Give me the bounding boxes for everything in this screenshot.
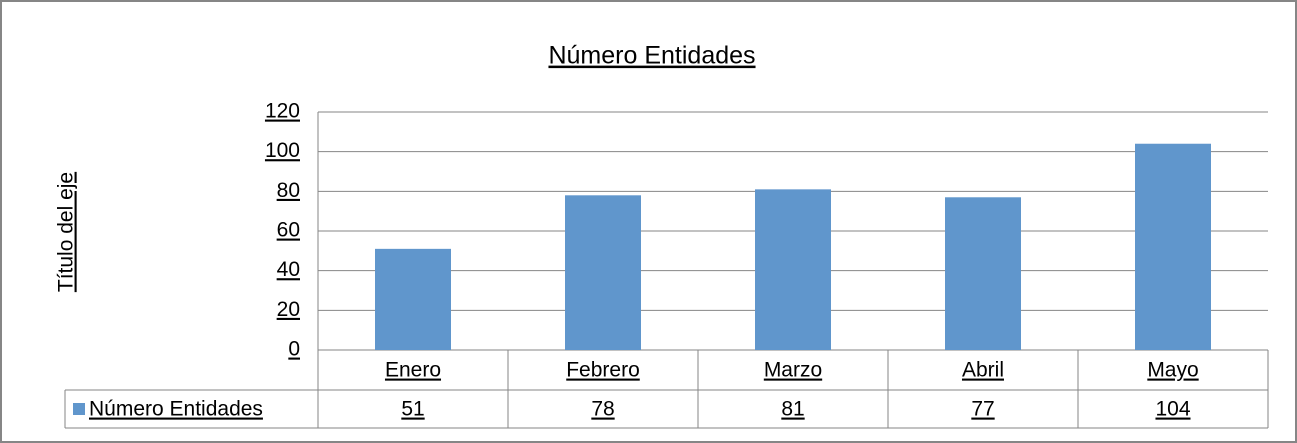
y-tick-label: 100 — [265, 139, 300, 162]
y-tick-label: 0 — [288, 338, 300, 361]
table-value: 104 — [1155, 398, 1190, 421]
table-value: 81 — [781, 398, 804, 421]
table-value: 51 — [401, 398, 424, 421]
legend-swatch — [73, 403, 85, 415]
y-tick-label: 80 — [277, 179, 300, 202]
y-tick-label: 120 — [265, 100, 300, 123]
y-tick-label: 60 — [277, 219, 300, 242]
bar — [375, 248, 451, 350]
y-tick-label: 20 — [277, 298, 300, 321]
table-value: 77 — [971, 398, 994, 421]
chart-title: Número Entidades — [548, 42, 755, 70]
bar — [1135, 143, 1211, 350]
x-tick-label: Mayo — [1147, 359, 1198, 382]
table-value: 78 — [591, 398, 614, 421]
legend-label: Número Entidades — [89, 398, 263, 421]
x-tick-label: Enero — [385, 359, 441, 382]
bar — [945, 197, 1021, 350]
x-tick-label: Febrero — [566, 359, 640, 382]
x-tick-label: Marzo — [764, 359, 822, 382]
x-tick-label: Abril — [962, 359, 1004, 382]
y-tick-label: 40 — [277, 258, 300, 281]
bar — [755, 189, 831, 350]
bar — [565, 195, 641, 350]
y-axis-title: Título del eje — [55, 172, 78, 292]
